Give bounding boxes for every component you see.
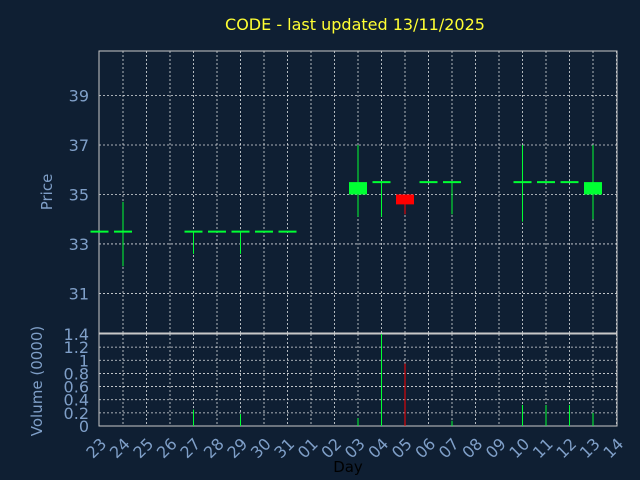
volume-tick-label: 0.8 — [64, 364, 89, 383]
price-tick-label: 39 — [69, 87, 89, 106]
volume-axis-ticks: 00.20.40.60.811.21.4 — [64, 325, 89, 436]
price-tick-label: 37 — [69, 136, 89, 155]
volume-grid — [99, 333, 617, 427]
volume-tick-label: 1 — [79, 351, 89, 370]
price-axis-label: Price — [38, 174, 56, 211]
price-panel-frame — [98, 50, 618, 334]
volume-tick-label: 0 — [79, 417, 89, 436]
volume-bars — [193, 334, 594, 426]
candle-body — [349, 182, 367, 195]
price-tick-label: 33 — [69, 235, 89, 254]
price-axis-ticks: 31 33 35 37 39 — [69, 87, 89, 304]
chart-title: CODE - last updated 13/11/2025 — [225, 15, 485, 34]
price-grid — [99, 51, 617, 333]
price-tick-label: 31 — [69, 284, 89, 303]
x-axis-label: Day — [333, 458, 363, 476]
volume-tick-label: 1.2 — [64, 338, 89, 357]
volume-tick-label: 0.6 — [64, 378, 89, 397]
volume-tick-label: 1.4 — [64, 325, 89, 344]
volume-tick-label: 0.2 — [64, 404, 89, 423]
candle-body — [584, 182, 602, 195]
volume-axis-label: Volume (0000) — [28, 326, 46, 436]
volume-tick-label: 0.4 — [64, 391, 89, 410]
x-tick-label: 14 — [599, 434, 627, 462]
candles — [90, 145, 602, 267]
candle-body — [396, 194, 414, 205]
price-tick-label: 35 — [69, 185, 89, 204]
